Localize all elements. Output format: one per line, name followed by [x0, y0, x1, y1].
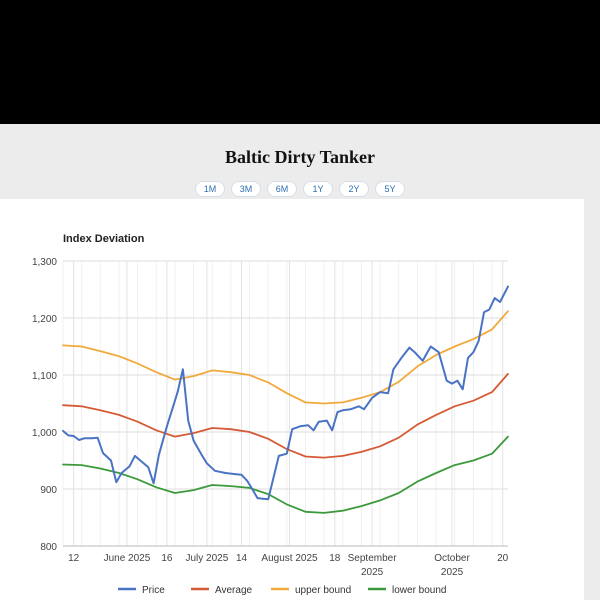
y-tick-label: 800 — [40, 542, 57, 553]
chart-series — [62, 285, 509, 514]
legend-label-lower-bound: lower bound — [392, 585, 446, 596]
x-tick-label: June 2025 — [104, 553, 151, 564]
y-tick-label: 1,000 — [32, 428, 57, 439]
range-selector: 1M 3M 6M 1Y 2Y 5Y — [0, 181, 600, 197]
legend-label-price: Price — [142, 585, 165, 596]
x-tick-label: 20 — [497, 553, 509, 564]
x-tick-label: 14 — [236, 553, 248, 564]
range-button-5y[interactable]: 5Y — [375, 181, 405, 197]
series-line-average — [62, 373, 509, 459]
y-tick-label: 900 — [40, 485, 57, 496]
x-axis: 12 June 2025 16 July 2025 14 August 2025 18 Sep… — [68, 553, 509, 578]
legend-label-average: Average — [215, 585, 253, 596]
x-tick-label: July 2025 — [185, 553, 228, 564]
series-line-upper-bound — [62, 310, 509, 405]
y-tick-label: 1,300 — [32, 257, 57, 268]
x-tick-label-year: 2025 — [441, 567, 464, 578]
index-deviation-chart: Index Deviation 800 900 1,000 1,100 1,200 1,3… — [32, 233, 509, 596]
chart-grid — [62, 260, 508, 547]
range-button-2y[interactable]: 2Y — [339, 181, 369, 197]
page-title: Baltic Dirty Tanker — [224, 147, 375, 167]
range-button-3m[interactable]: 3M — [231, 181, 261, 197]
x-tick-label: October — [434, 553, 470, 564]
chart-title: Index Deviation — [63, 233, 145, 245]
legend-label-upper-bound: upper bound — [295, 585, 351, 596]
chart-card: Index Deviation 800 900 1,000 1,100 1,200 1,3… — [0, 199, 584, 600]
x-tick-label: 12 — [68, 553, 80, 564]
range-button-6m[interactable]: 6M — [267, 181, 297, 197]
range-button-1m[interactable]: 1M — [195, 181, 225, 197]
top-banner — [0, 0, 600, 124]
x-tick-label: September — [348, 553, 398, 564]
series-line-lower-bound — [62, 435, 509, 514]
y-tick-label: 1,100 — [32, 371, 57, 382]
x-tick-label: 18 — [329, 553, 341, 564]
x-tick-label: 16 — [161, 553, 173, 564]
x-tick-label: August 2025 — [261, 553, 318, 564]
range-button-1y[interactable]: 1Y — [303, 181, 333, 197]
y-axis: 800 900 1,000 1,100 1,200 1,300 — [32, 257, 57, 553]
series-line-price — [62, 285, 509, 501]
chart-legend: Price Average upper bound lower bound — [118, 585, 446, 596]
y-tick-label: 1,200 — [32, 314, 57, 325]
x-tick-label-year: 2025 — [361, 567, 384, 578]
